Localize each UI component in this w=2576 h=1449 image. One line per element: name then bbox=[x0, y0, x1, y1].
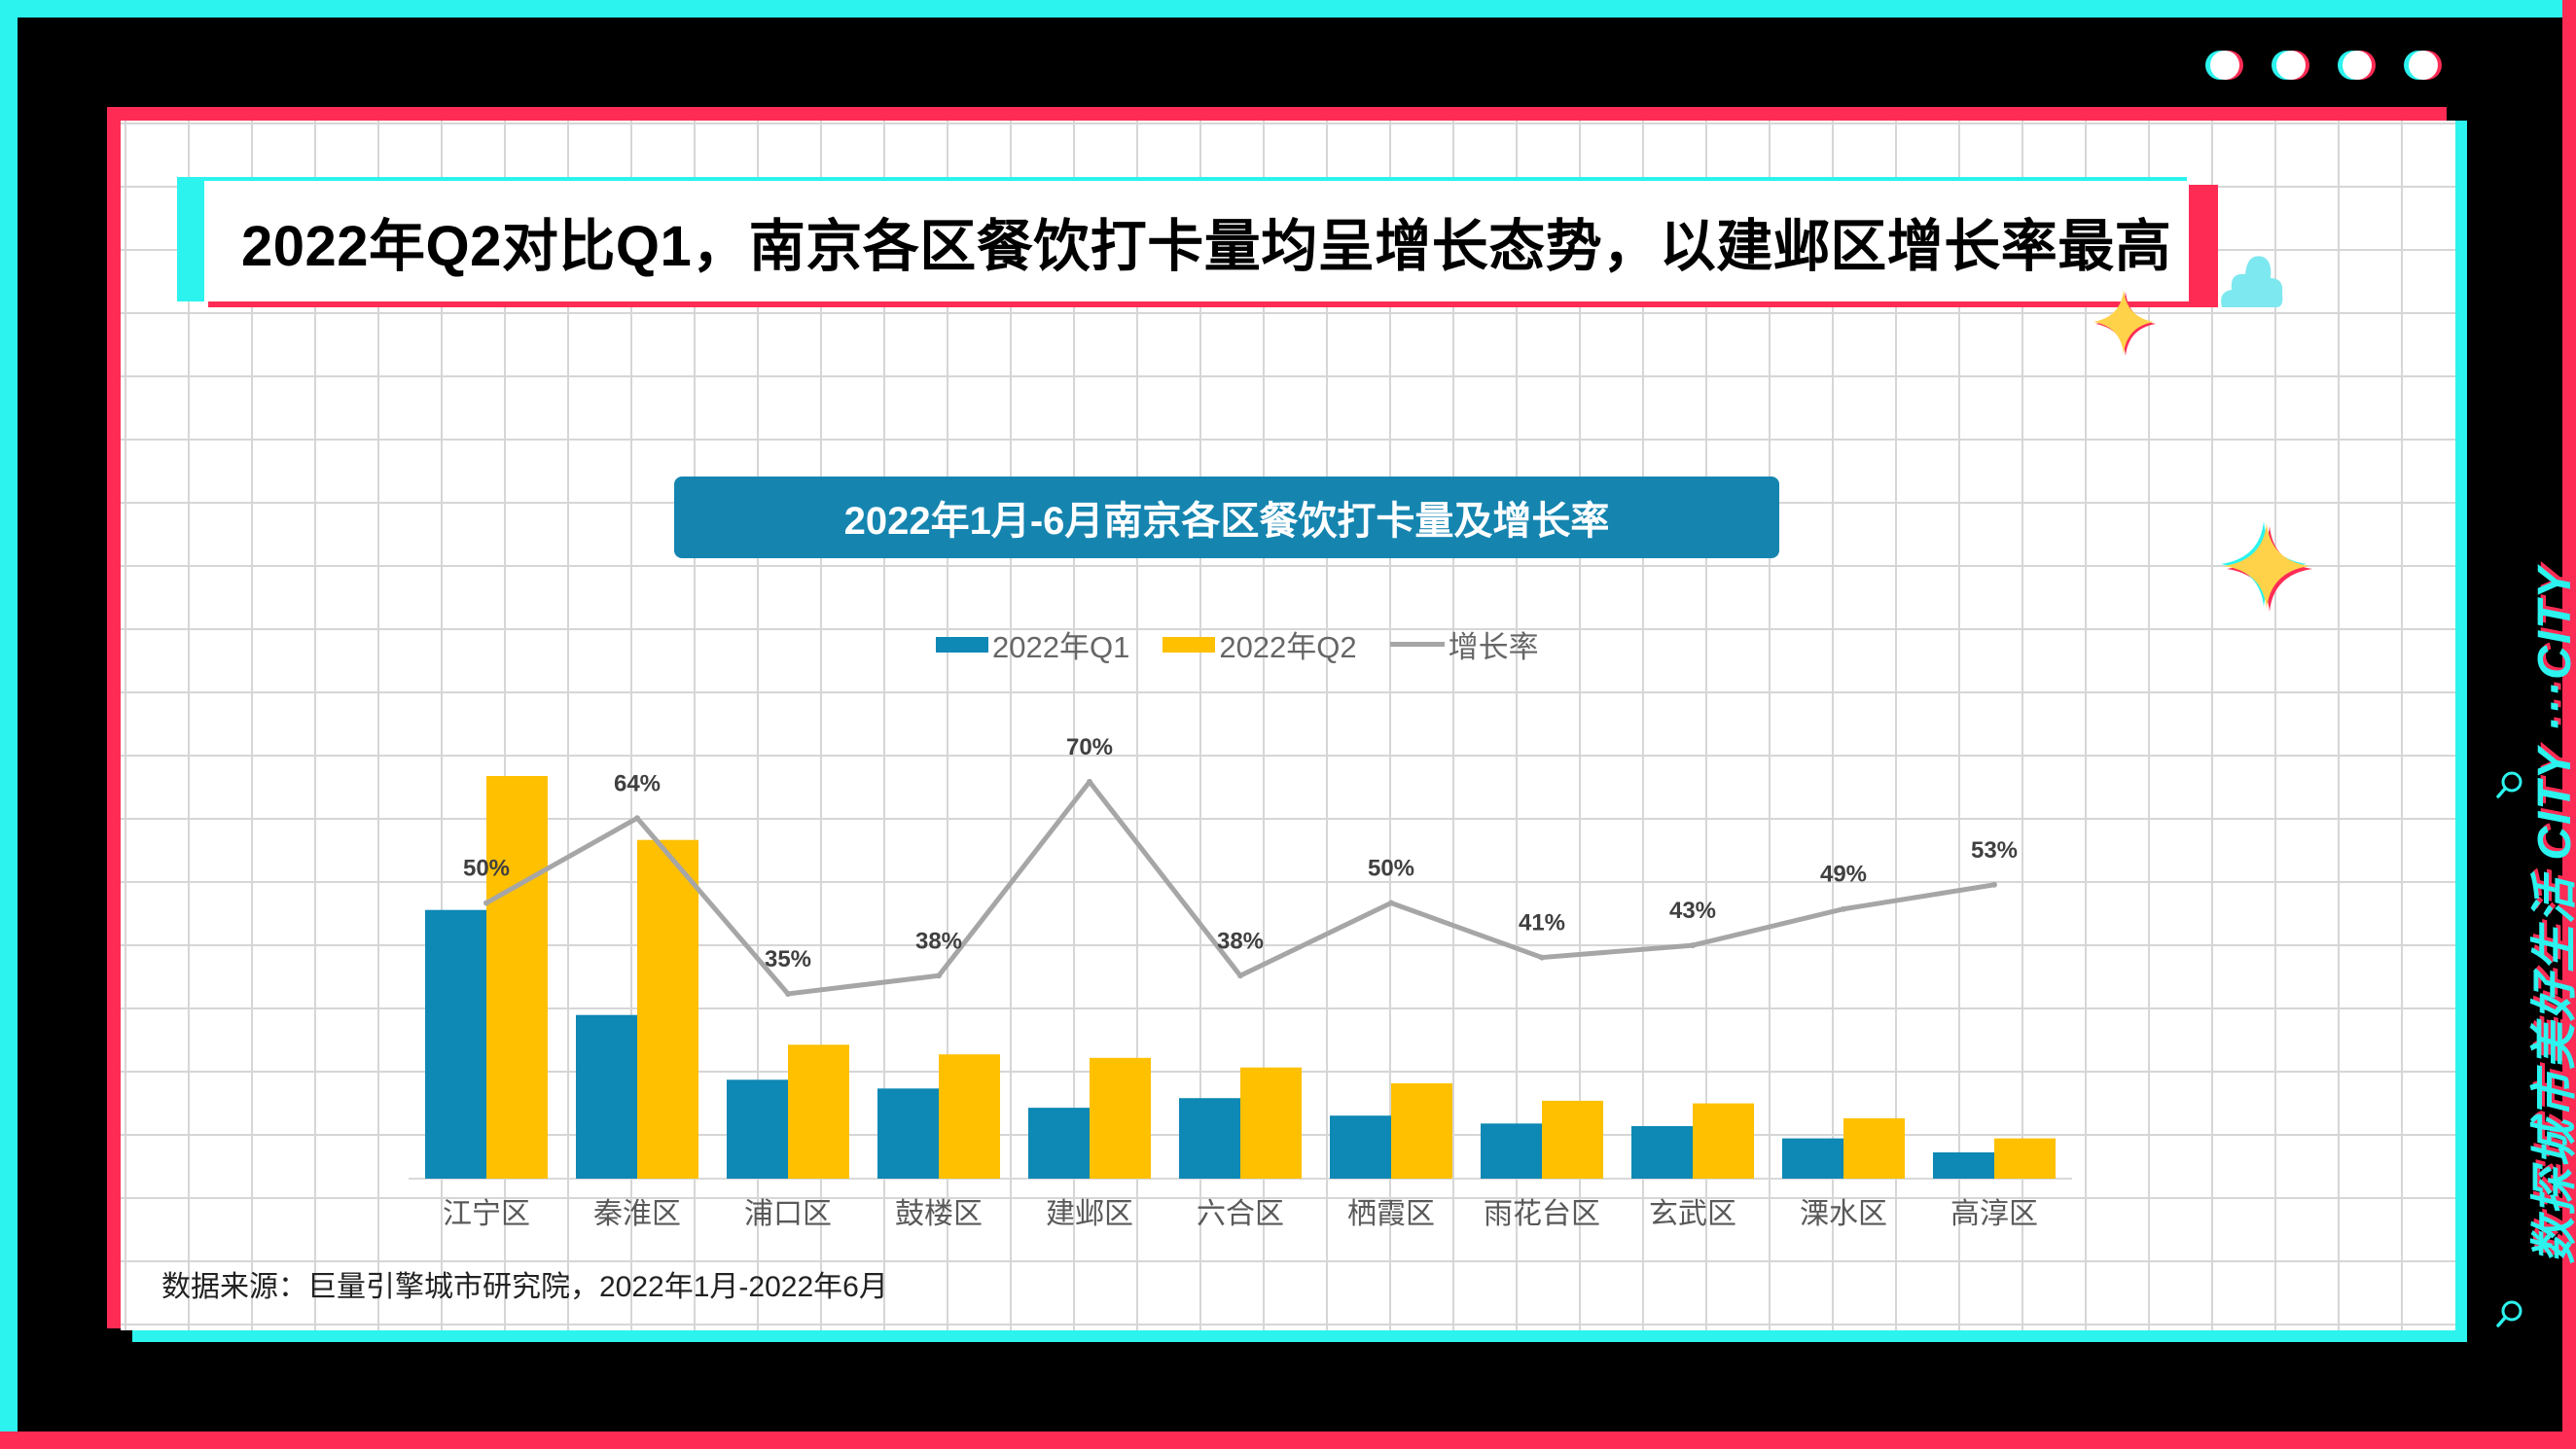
rate-data-label: 50% bbox=[1368, 856, 1414, 882]
page-title: 2022年Q2对比Q1，南京各区餐饮打卡量均呈增长态势，以建邺区增长率最高 bbox=[241, 215, 2172, 278]
bar-q2 bbox=[486, 776, 548, 1179]
x-tick-label: 江宁区 bbox=[443, 1198, 530, 1230]
bar-q1 bbox=[1028, 1108, 1090, 1179]
x-tick-label: 栖霞区 bbox=[1347, 1198, 1435, 1230]
sparkle-icon bbox=[2093, 290, 2156, 356]
bar-q1 bbox=[1330, 1115, 1391, 1179]
x-tick-label: 高淳区 bbox=[1950, 1198, 2038, 1230]
rate-point bbox=[483, 900, 489, 906]
rate-point bbox=[1087, 778, 1092, 785]
chart-title: 2022年1月-6月南京各区餐饮打卡量及增长率 bbox=[674, 477, 1779, 558]
legend-swatch-q1 bbox=[936, 636, 988, 653]
bar-q1 bbox=[1631, 1126, 1693, 1179]
window-dot-icon bbox=[2210, 51, 2239, 80]
bar-q1 bbox=[425, 909, 486, 1179]
legend-item-q1: 2022年Q1 bbox=[936, 622, 1129, 666]
legend-item-q2: 2022年Q2 bbox=[1163, 622, 1357, 666]
bar-q2 bbox=[939, 1054, 1000, 1179]
cloud-icon bbox=[2221, 256, 2283, 307]
legend-label-q1: 2022年Q1 bbox=[992, 630, 1130, 664]
x-tick-label: 秦淮区 bbox=[593, 1198, 681, 1230]
rate-data-label: 41% bbox=[1519, 910, 1565, 937]
side-banner-text: 数探城市美好生活 CITY ···CITY bbox=[2529, 565, 2576, 1264]
rate-point bbox=[785, 990, 791, 997]
x-tick-label: 浦口区 bbox=[744, 1198, 832, 1230]
x-tick-label: 雨花台区 bbox=[1484, 1198, 1600, 1230]
rate-point bbox=[1991, 881, 1997, 888]
rate-data-label: 35% bbox=[765, 946, 811, 972]
rate-point bbox=[936, 972, 942, 979]
frame-top-border bbox=[0, 0, 2576, 18]
bar-q1 bbox=[877, 1088, 939, 1179]
rate-point bbox=[634, 815, 640, 822]
legend-label-rate: 增长率 bbox=[1448, 630, 1539, 664]
bar-q1 bbox=[1782, 1138, 1843, 1179]
x-tick-label: 溧水区 bbox=[1800, 1198, 1887, 1230]
rate-point bbox=[1690, 942, 1696, 949]
window-dot-icon bbox=[2276, 51, 2306, 80]
frame-left-border bbox=[0, 0, 18, 1449]
bar-q2 bbox=[1843, 1117, 1905, 1179]
bar-q1 bbox=[727, 1079, 788, 1179]
bar-q1 bbox=[1481, 1123, 1542, 1179]
legend-item-rate: 增长率 bbox=[1389, 622, 1539, 666]
rate-data-label: 38% bbox=[1217, 928, 1264, 954]
rate-point bbox=[1841, 905, 1846, 912]
bar-q2 bbox=[1994, 1138, 2056, 1179]
frame-right-border bbox=[2562, 0, 2576, 1449]
sparkle-icon bbox=[2221, 521, 2312, 612]
rate-data-label: 43% bbox=[1669, 898, 1716, 924]
bar-q2 bbox=[1693, 1103, 1754, 1179]
chart-legend: 2022年Q1 2022年Q2 增长率 bbox=[936, 622, 1539, 666]
frame-bottom-border bbox=[0, 1431, 2576, 1449]
window-dot-icon bbox=[2409, 51, 2438, 80]
rate-point bbox=[1539, 954, 1545, 961]
x-tick-label: 建邺区 bbox=[1046, 1198, 1133, 1230]
rate-point bbox=[1388, 900, 1394, 906]
search-icon bbox=[2496, 1300, 2522, 1327]
bar-q2 bbox=[1240, 1067, 1302, 1179]
rate-point bbox=[1237, 972, 1243, 979]
window-dot-icon bbox=[2343, 51, 2372, 80]
x-tick-label: 鼓楼区 bbox=[895, 1198, 983, 1230]
bar-q1 bbox=[1933, 1152, 1994, 1179]
window-dots bbox=[2210, 51, 2438, 80]
search-icon bbox=[2496, 771, 2522, 798]
x-tick-label: 六合区 bbox=[1197, 1198, 1284, 1230]
bar-q2 bbox=[788, 1044, 849, 1179]
x-tick-label: 玄武区 bbox=[1649, 1198, 1736, 1230]
bar-q1 bbox=[1179, 1098, 1240, 1179]
rate-data-label: 50% bbox=[463, 856, 510, 882]
rate-line bbox=[484, 779, 1995, 997]
rate-data-label: 70% bbox=[1066, 734, 1113, 760]
bar-q2 bbox=[1542, 1100, 1603, 1179]
source-note: 数据来源：巨量引擎城市研究院，2022年1月-2022年6月 bbox=[161, 1271, 888, 1303]
legend-swatch-rate bbox=[1389, 642, 1445, 647]
title-box: 2022年Q2对比Q1，南京各区餐饮打卡量均呈增长态势，以建邺区增长率最高 bbox=[204, 181, 2189, 301]
bar-q2 bbox=[1090, 1057, 1151, 1179]
rate-data-label: 49% bbox=[1820, 862, 1867, 888]
bar-q2 bbox=[1391, 1082, 1452, 1179]
bar-q2 bbox=[637, 839, 698, 1179]
rate-data-label: 53% bbox=[1971, 837, 2018, 864]
rate-data-label: 64% bbox=[614, 770, 661, 796]
legend-label-q2: 2022年Q2 bbox=[1219, 630, 1357, 664]
legend-swatch-q2 bbox=[1163, 636, 1216, 653]
bar-q1 bbox=[576, 1014, 637, 1179]
rate-data-label: 38% bbox=[915, 928, 962, 954]
